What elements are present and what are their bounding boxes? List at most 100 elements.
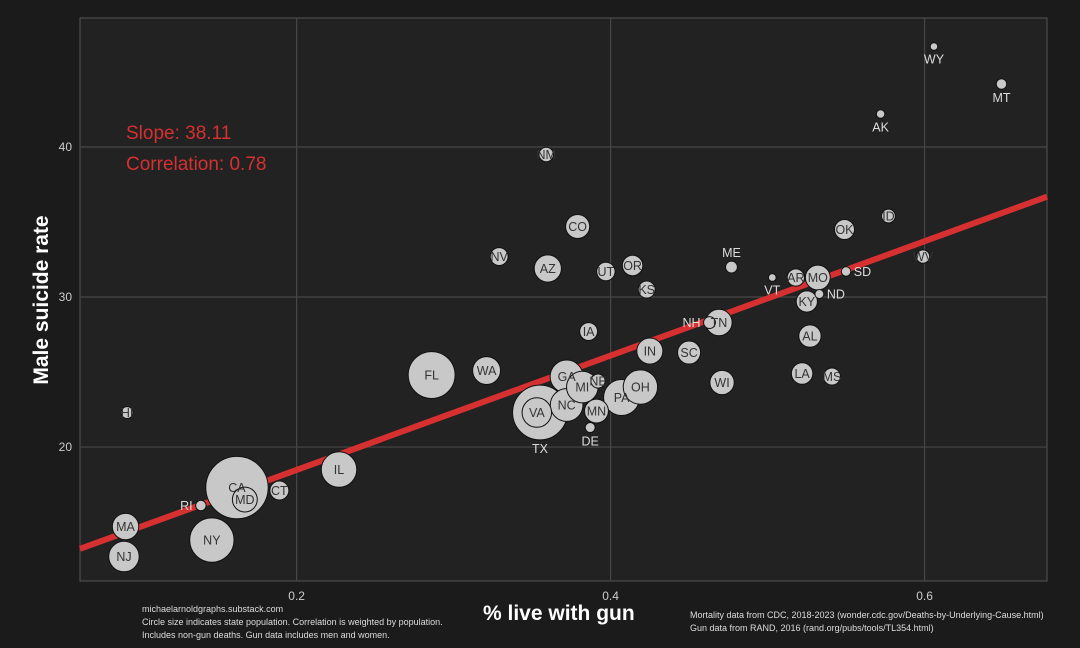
point-label: ND [827,288,845,302]
point-WA [472,356,502,385]
footer-note-2: Includes non-gun deaths. Gun data includ… [142,630,390,640]
point-NH [703,316,716,329]
point-label: OK [835,223,854,237]
point-VT [767,273,777,282]
point-label: GA [558,370,577,384]
point-label: NV [490,250,508,264]
point-RI [195,499,207,512]
point-label: FL [424,369,439,383]
point-label: KY [798,295,815,309]
point-HI [120,406,134,419]
point-CT [269,480,290,501]
point-label: LA [794,367,810,381]
point-label: VT [764,283,780,297]
footer-source-site: michaelarnoldgraphs.substack.com [142,604,284,614]
point-DE [584,422,596,434]
point-AK [875,109,886,119]
point-IA [579,322,599,341]
slope-annotation: Slope: 38.11 [126,123,232,144]
point-VA [521,397,553,428]
y-tick-label: 30 [59,290,73,304]
point-KS [637,280,656,299]
y-tick-label: 40 [59,140,73,154]
point-WY [929,42,939,51]
point-NM [538,146,554,163]
point-label: TN [711,316,728,330]
point-label: ID [882,210,895,224]
x-tick-label: 0.2 [288,589,305,603]
point-label: DE [581,435,598,449]
point-NV [489,247,509,266]
point-ND [814,289,825,299]
point-label: MD [235,493,254,507]
point-label: OH [631,381,650,395]
point-label: CA [228,481,246,495]
point-label: IA [583,325,595,339]
point-label: RI [180,499,193,513]
point-label: WV [913,250,934,264]
point-MD [231,486,258,513]
point-label: VA [529,406,545,420]
point-label: MA [116,520,135,534]
point-MS [822,367,841,386]
point-NE [590,373,606,389]
point-label: CO [568,220,587,234]
point-label: AR [787,271,804,285]
point-label: MI [575,381,589,395]
point-label: NH [683,316,701,330]
point-label: PA [614,391,630,405]
point-SC [677,340,702,365]
point-SD [840,266,852,277]
point-MA [111,512,140,541]
footer-note-1: Circle size indicates state population. … [142,617,443,627]
point-NJ [108,540,140,573]
x-tick-label: 0.4 [602,589,619,603]
point-AL [798,324,822,348]
correlation-annotation: Correlation: 0.78 [126,154,267,175]
point-label: NE [589,375,606,389]
point-label: IN [644,345,657,359]
point-label: NM [537,148,556,162]
x-tick-label: 0.6 [916,589,933,603]
point-label: WY [924,52,945,66]
footer-left: michaelarnoldgraphs.substack.com Circle … [142,603,443,642]
point-MN [584,398,609,424]
point-KY [795,290,818,313]
footer-right: Mortality data from CDC, 2018-2023 (wond… [690,609,1044,635]
point-OH [622,369,659,405]
point-label: NC [558,399,576,413]
point-label: UT [598,265,615,279]
point-ID [881,208,896,224]
point-label: KS [638,283,655,297]
point-label: SD [854,265,871,279]
x-axis-label: % live with gun [483,602,635,625]
point-WI [709,369,735,396]
point-label: AK [872,120,889,134]
point-ME [725,260,738,274]
point-IN [636,337,664,365]
footer-mortality-source: Mortality data from CDC, 2018-2023 (wond… [690,610,1044,620]
point-IL [320,451,358,488]
point-FL [407,351,456,399]
point-label: MO [808,271,828,285]
y-axis-label: Male suicide rate [30,215,53,385]
point-label: AZ [540,262,556,276]
point-UT [596,261,616,282]
point-OR [621,254,644,277]
point-label: ME [722,246,741,260]
point-label: WI [714,376,729,390]
point-label: MN [587,405,606,419]
point-label: TX [532,442,549,456]
point-label: SC [680,346,697,360]
point-WV [915,249,931,264]
point-label: MS [823,370,842,384]
point-MT [995,78,1008,90]
point-label: CT [271,484,288,498]
point-label: OR [623,259,642,273]
point-label: HI [121,406,134,420]
point-OK [833,219,855,241]
point-AR [786,268,805,287]
point-LA [790,362,814,385]
point-CO [565,213,591,240]
